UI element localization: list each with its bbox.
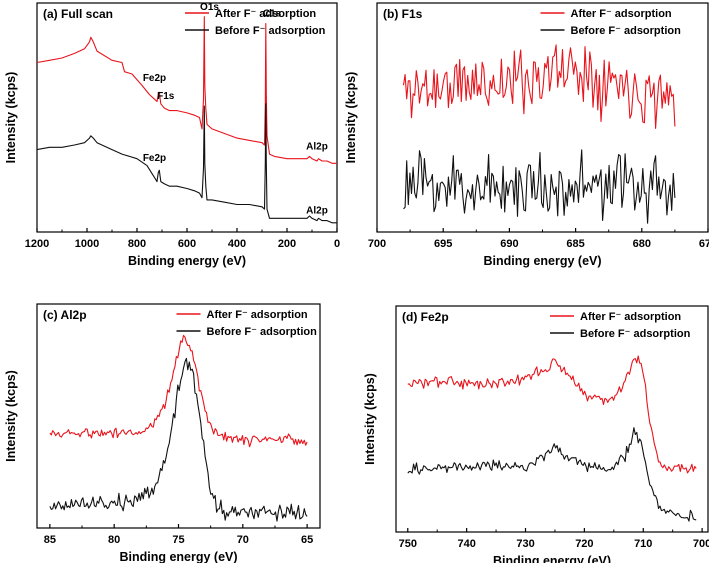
- x-tick-label: 1000: [75, 238, 99, 250]
- legend-entry: After F⁻ adsorption: [207, 309, 308, 321]
- x-tick-label: 75: [172, 534, 184, 546]
- legend-entry: Before F⁻ adsorption: [215, 25, 326, 37]
- legend-entry: Before F⁻ adsorption: [207, 326, 318, 338]
- panel-c: 85 80 75 70 65 Binding energy (eV) Intensity (…: [4, 303, 321, 563]
- plot-frame: [376, 2, 709, 233]
- x-tick-label: 675: [699, 238, 709, 250]
- panel-title: (c) Al2p: [43, 308, 87, 322]
- peak-annotation: Fe2p: [143, 73, 166, 84]
- panel-title: (a) Full scan: [43, 7, 113, 21]
- series-line-before: [36, 103, 337, 224]
- x-tick-label: 700: [368, 238, 386, 250]
- peak-annotation: F1s: [157, 91, 175, 102]
- x-tick-label: 800: [128, 238, 146, 250]
- series-line-before: [403, 149, 676, 224]
- legend-entry: After F⁻ adsorption: [571, 8, 672, 20]
- panel-title: (b) F1s: [383, 7, 423, 21]
- x-tick-label: 600: [178, 238, 196, 250]
- x-tick-label: 1200: [25, 238, 49, 250]
- panel-d: 750 740 730 720 710 700 Binding energy (eV) Int…: [363, 305, 709, 563]
- panel-b: 700 695 690 685 680 675 Binding energy (eV) Int…: [344, 2, 709, 268]
- x-tick-label: 690: [500, 238, 518, 250]
- plot-frame: [36, 2, 338, 233]
- x-tick-label: 400: [228, 238, 246, 250]
- x-tick-label: 80: [108, 534, 120, 546]
- x-tick-label: 685: [566, 238, 584, 250]
- x-tick-label: 695: [434, 238, 452, 250]
- x-tick-label: 700: [693, 538, 709, 550]
- y-axis-label: Intensity (kcps): [4, 72, 18, 164]
- peak-annotation: Al2p: [306, 206, 328, 217]
- peak-annotation: O1s: [200, 2, 219, 13]
- x-axis-label: Binding energy (eV): [119, 550, 237, 563]
- x-tick-label: 70: [237, 534, 249, 546]
- x-axis-label: Binding energy (eV): [128, 254, 246, 268]
- series-line-after: [402, 44, 676, 129]
- x-tick-label: 200: [278, 238, 296, 250]
- x-tick-label: 720: [575, 538, 593, 550]
- peak-annotation: Fe2p: [143, 153, 166, 164]
- legend-entry: After F⁻ adsorption: [580, 311, 681, 323]
- x-axis-label: Binding energy (eV): [483, 254, 601, 268]
- x-axis-label: Binding energy (eV): [493, 554, 611, 563]
- panel-a: 1200 1000 800 600 400 200 0 Binding energy (eV)…: [4, 2, 340, 268]
- legend-entry: After F⁻ adsorption: [215, 8, 316, 20]
- series-line-before: [407, 427, 697, 522]
- x-tick-label: 730: [516, 538, 534, 550]
- legend-entry: Before F⁻ adsorption: [571, 25, 682, 37]
- legend-entry: Before F⁻ adsorption: [580, 328, 691, 340]
- x-tick-label: 0: [334, 238, 340, 250]
- y-axis-label: Intensity (kcps): [4, 370, 18, 462]
- series-line-after: [49, 334, 308, 448]
- peak-annotation: Al2p: [306, 142, 328, 153]
- peak-annotation: C1s: [263, 9, 282, 20]
- panel-title: (d) Fe2p: [402, 310, 449, 324]
- series-line-after: [407, 355, 697, 474]
- y-axis-label: Intensity (kcps): [344, 72, 358, 164]
- y-axis-label: Intensity (kcps): [363, 373, 377, 465]
- series-line-after: [36, 16, 337, 164]
- x-tick-label: 85: [44, 534, 56, 546]
- x-tick-label: 710: [634, 538, 652, 550]
- x-tick-label: 750: [399, 538, 417, 550]
- x-tick-label: 740: [457, 538, 475, 550]
- plot-frame: [395, 305, 709, 533]
- x-tick-label: 680: [633, 238, 651, 250]
- series-line-before: [49, 357, 308, 522]
- x-tick-label: 65: [301, 534, 313, 546]
